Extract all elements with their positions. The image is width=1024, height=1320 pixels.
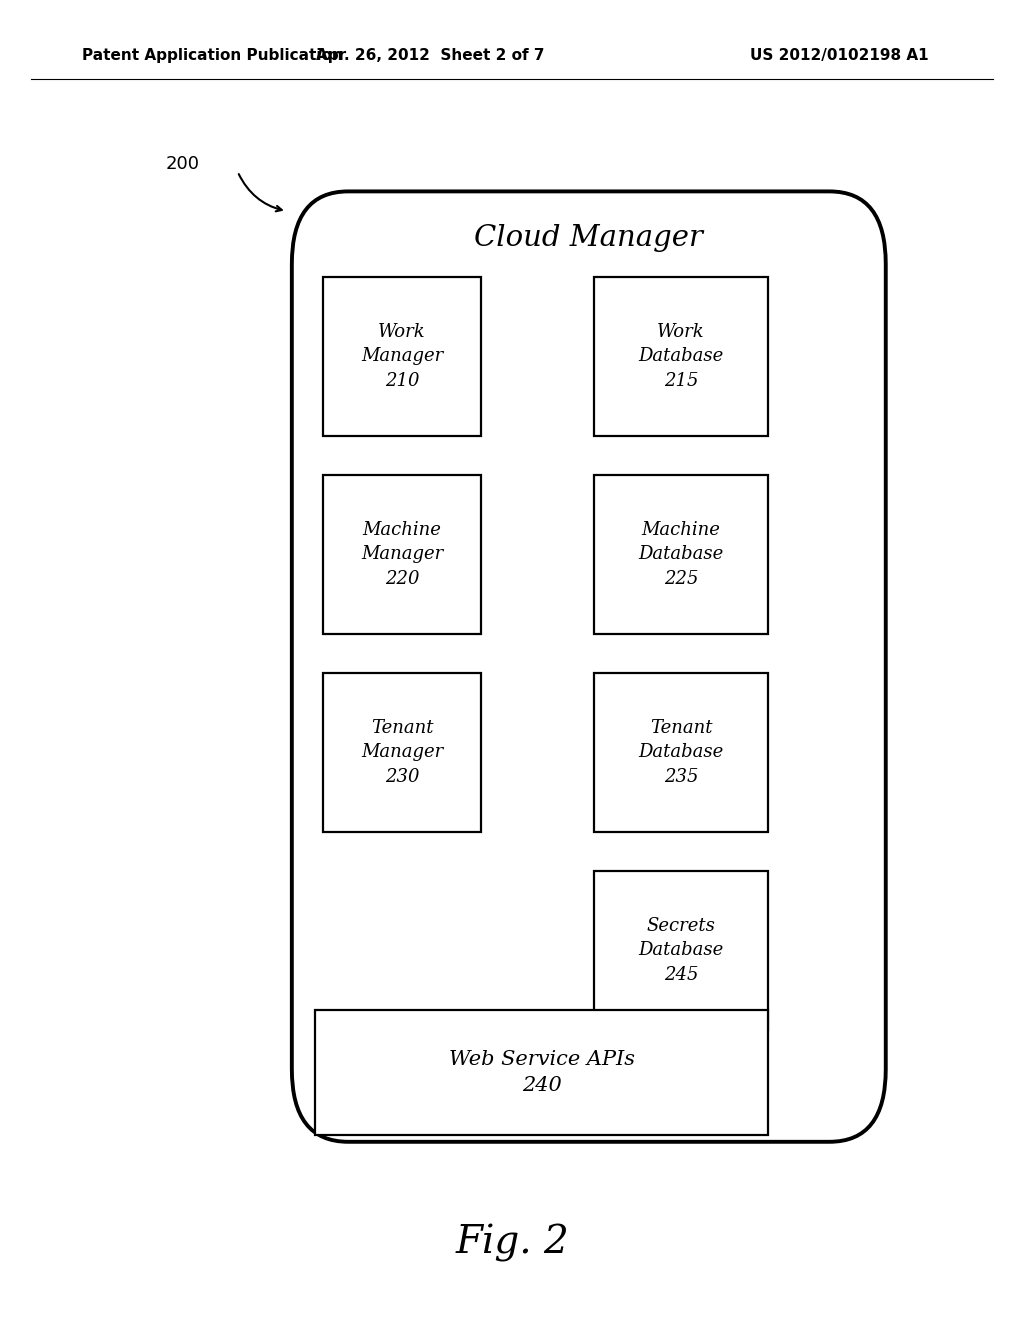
Text: Secrets
Database
245: Secrets Database 245 [638,917,724,983]
FancyBboxPatch shape [594,871,768,1030]
Text: Patent Application Publication: Patent Application Publication [82,48,343,63]
Text: Machine
Manager
220: Machine Manager 220 [360,521,443,587]
FancyBboxPatch shape [323,475,481,634]
FancyBboxPatch shape [594,277,768,436]
Text: Apr. 26, 2012  Sheet 2 of 7: Apr. 26, 2012 Sheet 2 of 7 [315,48,545,63]
FancyBboxPatch shape [594,673,768,832]
Text: Cloud Manager: Cloud Manager [474,223,703,252]
FancyBboxPatch shape [292,191,886,1142]
Text: Tenant
Database
235: Tenant Database 235 [638,719,724,785]
Text: Work
Manager
210: Work Manager 210 [360,323,443,389]
FancyBboxPatch shape [323,673,481,832]
Text: US 2012/0102198 A1: US 2012/0102198 A1 [751,48,929,63]
Text: Fig. 2: Fig. 2 [455,1225,569,1262]
Text: Web Service APIs
240: Web Service APIs 240 [449,1049,635,1096]
Text: Tenant
Manager
230: Tenant Manager 230 [360,719,443,785]
Text: Machine
Database
225: Machine Database 225 [638,521,724,587]
FancyBboxPatch shape [323,277,481,436]
FancyBboxPatch shape [594,475,768,634]
Text: Work
Database
215: Work Database 215 [638,323,724,389]
Text: 200: 200 [166,154,200,173]
FancyBboxPatch shape [315,1010,768,1135]
